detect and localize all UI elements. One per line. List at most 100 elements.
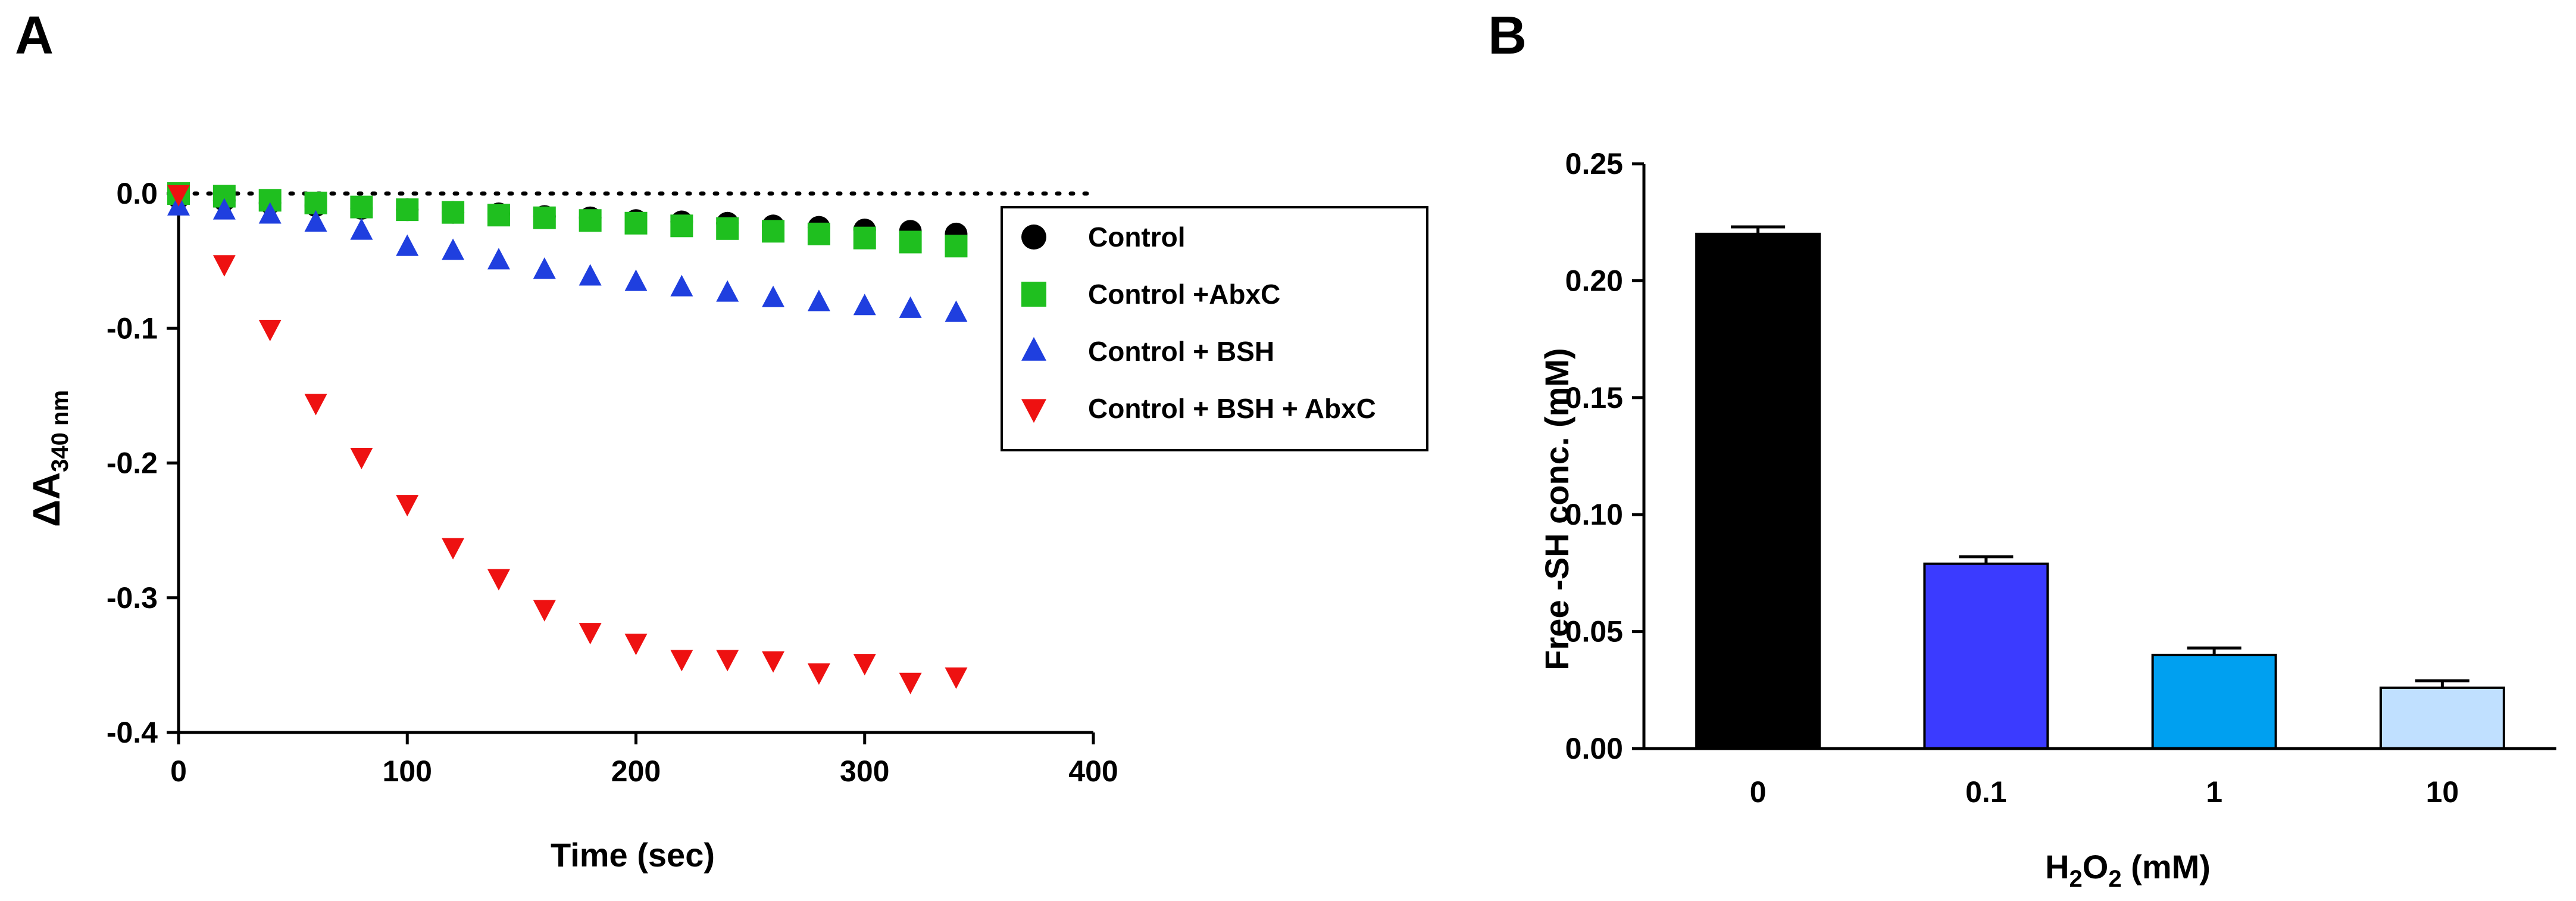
- bar: [2151, 653, 2277, 750]
- y-tick-label: 0.05: [1565, 615, 1623, 649]
- data-point: [807, 289, 830, 311]
- data-point: [853, 294, 876, 316]
- data-point: [899, 672, 922, 694]
- y-tick-label: 0.00: [1565, 732, 1623, 765]
- x-tick-label: 200: [611, 755, 661, 788]
- y-axis-title: ΔA340 nm: [25, 390, 73, 527]
- data-point: [212, 255, 236, 277]
- x-tick-label: 300: [840, 755, 889, 788]
- data-point: [762, 220, 785, 243]
- data-point: [442, 238, 465, 260]
- bar: [1923, 562, 2049, 750]
- x-axis-title: Time (sec): [551, 836, 715, 874]
- legend: Control Control +AbxC Control + BSH Control…: [1001, 206, 1428, 451]
- y-axis-ticks: 0.00 0.05 0.10 0.15 0.20 0.25: [1565, 147, 1644, 765]
- x-tick-label: 0: [1750, 775, 1767, 809]
- x-axis-ticks: 0 100 200 300 400: [170, 732, 1118, 788]
- data-points: [167, 182, 968, 694]
- x-tick-label: 10: [2426, 775, 2459, 809]
- data-point: [304, 394, 327, 416]
- data-point: [396, 234, 419, 256]
- legend-label: Control + BSH + AbxC: [1088, 393, 1376, 424]
- data-point: [899, 296, 922, 318]
- panel-a-scatter-chart: 0.0 -0.1 -0.2 -0.3 -0.4 0 100 200 300 400 Time (…: [25, 177, 1428, 874]
- x-axis-title-o: O: [2083, 848, 2109, 886]
- legend-marker: [1021, 282, 1046, 307]
- legend-marker: [1021, 336, 1046, 361]
- data-point: [167, 185, 190, 207]
- data-point: [579, 623, 602, 645]
- data-point: [670, 275, 693, 297]
- x-axis-title-sub2: 2: [2108, 866, 2121, 892]
- y-tick-label: 0.25: [1565, 147, 1623, 180]
- bar: [2379, 686, 2505, 750]
- data-point: [807, 222, 830, 245]
- data-point: [442, 538, 465, 560]
- data-point: [533, 206, 556, 229]
- data-point: [579, 209, 602, 232]
- legend-box: [1001, 206, 1428, 451]
- series-3: [167, 185, 968, 694]
- y-tick-label: 0.15: [1565, 381, 1623, 414]
- panel-label-a: A: [15, 6, 54, 66]
- data-point: [945, 667, 968, 689]
- data-point: [350, 218, 373, 240]
- x-tick-label: 100: [383, 755, 432, 788]
- data-point: [304, 210, 327, 232]
- data-point: [670, 214, 693, 238]
- data-point: [350, 447, 373, 470]
- y-tick-label: 0.20: [1565, 264, 1623, 297]
- x-tick-label: 0: [170, 755, 187, 788]
- y-axis-ticks: 0.0 -0.1 -0.2 -0.3 -0.4: [107, 177, 179, 749]
- data-point: [762, 651, 785, 673]
- y-tick-label: -0.2: [107, 447, 158, 480]
- data-point: [396, 198, 419, 222]
- legend-label: Control + BSH: [1088, 336, 1274, 367]
- data-point: [258, 202, 282, 224]
- y-tick-label: 0.0: [116, 177, 158, 210]
- data-point: [624, 269, 648, 291]
- data-point: [807, 663, 830, 685]
- data-point: [533, 257, 556, 279]
- data-point: [945, 300, 968, 322]
- panel-b-bar-chart: 0.00 0.05 0.10 0.15 0.20 0.25 0 0.1 1 10 Free -S…: [1538, 147, 2556, 892]
- y-axis-title-subscript: 340 nm: [47, 390, 73, 472]
- data-point: [762, 285, 785, 307]
- y-tick-label: -0.3: [107, 581, 158, 615]
- y-tick-label: 0.10: [1565, 498, 1623, 531]
- x-axis-title-unit: (mM): [2122, 848, 2211, 886]
- y-tick-label: -0.1: [107, 311, 158, 345]
- data-point: [212, 198, 236, 220]
- data-point: [716, 217, 739, 240]
- x-axis-title-sub1: 2: [2069, 866, 2083, 892]
- data-point: [533, 600, 556, 622]
- legend-marker: [1021, 225, 1046, 250]
- x-tick-label: 400: [1068, 755, 1118, 788]
- data-point: [396, 495, 419, 517]
- x-tick-label: 1: [2206, 775, 2222, 809]
- legend-label: Control +AbxC: [1088, 279, 1280, 310]
- data-point: [579, 264, 602, 286]
- data-point: [487, 204, 510, 227]
- y-tick-label: -0.4: [107, 716, 158, 749]
- x-tick-label: 0.1: [1965, 775, 2007, 809]
- panel-label-b: B: [1488, 6, 1527, 66]
- x-axis-ticks: 0 0.1 1 10: [1750, 775, 2459, 809]
- data-point: [670, 650, 693, 672]
- bar: [1695, 232, 1821, 750]
- data-point: [853, 654, 876, 676]
- series-2: [167, 194, 968, 322]
- x-axis-title: H2O2 (mM): [2045, 848, 2211, 892]
- bars: [1695, 225, 2505, 750]
- y-axis-title: Free -SH conc. (mM): [1538, 348, 1575, 670]
- data-point: [487, 248, 510, 270]
- data-point: [853, 226, 876, 250]
- data-point: [945, 235, 968, 258]
- data-point: [350, 195, 373, 219]
- data-point: [487, 569, 510, 591]
- data-point: [442, 201, 465, 224]
- data-point: [624, 211, 648, 235]
- legend-label: Control: [1088, 222, 1186, 252]
- data-point: [624, 634, 648, 656]
- y-axis-title-main: ΔA: [25, 472, 68, 527]
